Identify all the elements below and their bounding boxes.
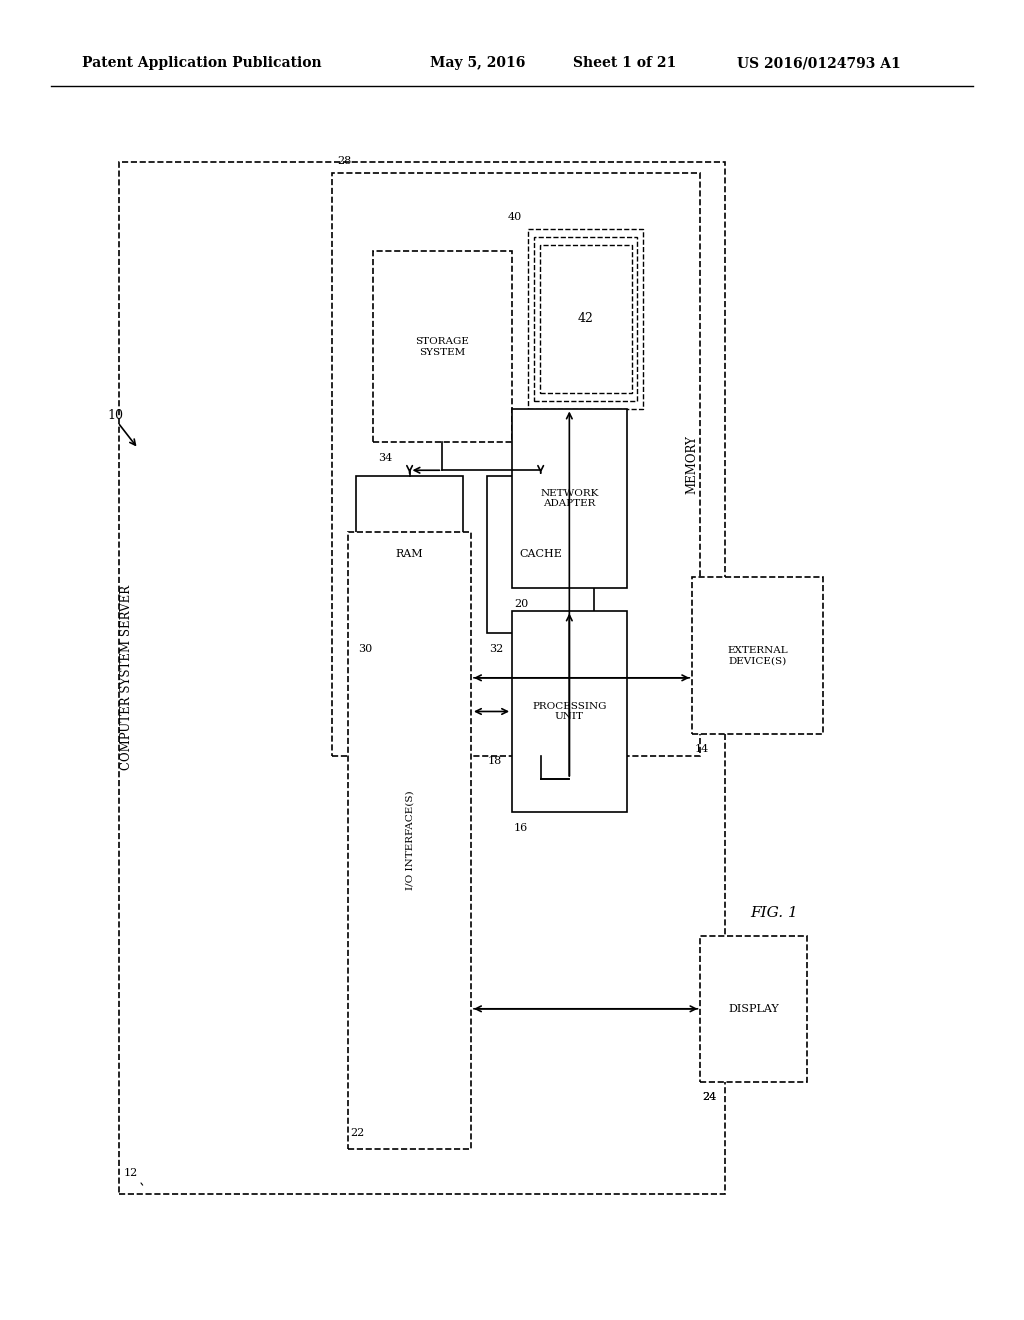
Text: COMPUTER SYSTEM SERVER: COMPUTER SYSTEM SERVER bbox=[121, 585, 133, 771]
Text: 16: 16 bbox=[514, 824, 528, 833]
Text: May 5, 2016: May 5, 2016 bbox=[430, 57, 525, 70]
Text: NETWORK
ADAPTER: NETWORK ADAPTER bbox=[540, 488, 599, 508]
Text: STORAGE
SYSTEM: STORAGE SYSTEM bbox=[416, 337, 469, 356]
Text: 20: 20 bbox=[514, 599, 528, 609]
Text: 34: 34 bbox=[378, 453, 392, 463]
Bar bbox=[332, 173, 700, 756]
Bar bbox=[487, 477, 594, 634]
Text: Sheet 1 of 21: Sheet 1 of 21 bbox=[573, 57, 677, 70]
Text: 24: 24 bbox=[702, 1093, 717, 1102]
Text: FIG. 1: FIG. 1 bbox=[751, 907, 798, 920]
Bar bbox=[535, 236, 637, 401]
Text: 24: 24 bbox=[702, 1093, 717, 1102]
Text: 42: 42 bbox=[578, 313, 594, 325]
Text: 40: 40 bbox=[508, 213, 522, 223]
Text: Patent Application Publication: Patent Application Publication bbox=[82, 57, 322, 70]
Bar bbox=[528, 230, 643, 409]
Text: 12: 12 bbox=[124, 1168, 138, 1177]
Text: CACHE: CACHE bbox=[519, 549, 562, 560]
Bar bbox=[356, 477, 463, 634]
Bar bbox=[348, 532, 471, 1148]
Text: 10: 10 bbox=[108, 409, 124, 422]
Text: 14: 14 bbox=[694, 744, 709, 755]
Text: DISPLAY: DISPLAY bbox=[728, 1003, 779, 1014]
Text: PROCESSING
UNIT: PROCESSING UNIT bbox=[532, 702, 606, 721]
Bar bbox=[373, 251, 512, 442]
Text: EXTERNAL
DEVICE(S): EXTERNAL DEVICE(S) bbox=[727, 645, 788, 665]
Bar bbox=[512, 409, 627, 589]
Bar bbox=[692, 577, 823, 734]
Text: RAM: RAM bbox=[396, 549, 423, 560]
Text: 32: 32 bbox=[489, 644, 504, 653]
Bar bbox=[119, 162, 725, 1193]
Text: I/O INTERFACE(S): I/O INTERFACE(S) bbox=[406, 791, 414, 890]
Text: US 2016/0124793 A1: US 2016/0124793 A1 bbox=[737, 57, 901, 70]
Text: 22: 22 bbox=[350, 1129, 365, 1138]
Text: 28: 28 bbox=[337, 156, 351, 166]
Bar bbox=[512, 610, 627, 812]
Text: 30: 30 bbox=[358, 644, 373, 653]
Text: 18: 18 bbox=[487, 756, 502, 767]
Text: MEMORY: MEMORY bbox=[686, 436, 698, 494]
Bar bbox=[700, 936, 807, 1082]
Bar bbox=[540, 244, 632, 393]
